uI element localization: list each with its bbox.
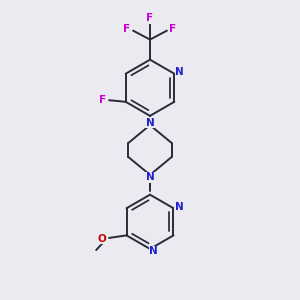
- Text: F: F: [99, 95, 106, 105]
- Text: F: F: [169, 24, 176, 34]
- Text: F: F: [146, 13, 154, 23]
- Text: N: N: [149, 247, 158, 256]
- Text: O: O: [98, 234, 106, 244]
- Text: N: N: [176, 67, 184, 77]
- Text: F: F: [124, 24, 130, 34]
- Text: N: N: [146, 118, 154, 128]
- Text: N: N: [146, 172, 154, 182]
- Text: N: N: [175, 202, 183, 212]
